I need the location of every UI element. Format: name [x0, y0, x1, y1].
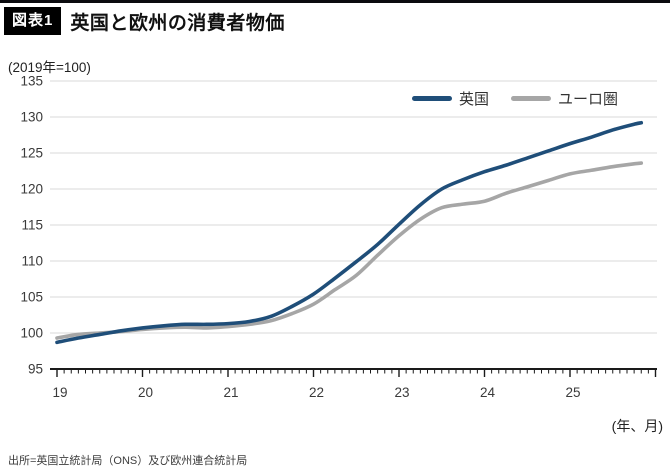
x-tick-label: 25	[565, 385, 580, 400]
y-tick-label: 120	[20, 182, 43, 197]
x-tick-label: 23	[394, 385, 409, 400]
y-tick-label: 105	[20, 290, 43, 305]
y-tick-label: 135	[20, 74, 43, 89]
x-tick-label: 21	[223, 385, 238, 400]
euro-series-line	[55, 161, 644, 340]
x-tick-label: 22	[309, 385, 324, 400]
x-tick-label: 24	[480, 385, 496, 400]
chart-legend: 英国 ユーロ圏	[412, 88, 618, 109]
source-note: 出所=英国立統計局（ONS）及び欧州連合統計局	[8, 455, 248, 467]
x-axis-label: (年、月)	[611, 418, 663, 434]
y-tick-label: 110	[21, 254, 43, 269]
legend-label-uk: 英国	[459, 91, 490, 108]
legend-label-euro: ユーロ圏	[558, 91, 619, 108]
uk-series-line	[55, 120, 644, 345]
y-tick-label: 125	[20, 146, 43, 161]
y-tick-label: 100	[20, 326, 43, 341]
y-axis-unit-note: (2019年=100)	[8, 60, 91, 75]
x-tick-label: 19	[52, 385, 67, 400]
uk-line-swatch	[412, 96, 452, 101]
y-tick-label: 115	[21, 218, 43, 233]
x-tick-label: 20	[138, 385, 153, 400]
figure-header: 図表1 英国と欧州の消費者物価	[4, 7, 285, 35]
y-tick-label: 95	[28, 362, 43, 377]
legend-item-euro: ユーロ圏	[511, 88, 618, 109]
figure-title: 英国と欧州の消費者物価	[70, 12, 285, 34]
legend-item-uk: 英国	[412, 88, 489, 109]
figure-number-badge: 図表1	[4, 7, 62, 35]
top-rule	[0, 0, 670, 3]
euro-line-swatch	[511, 96, 552, 101]
y-tick-label: 130	[20, 110, 43, 125]
